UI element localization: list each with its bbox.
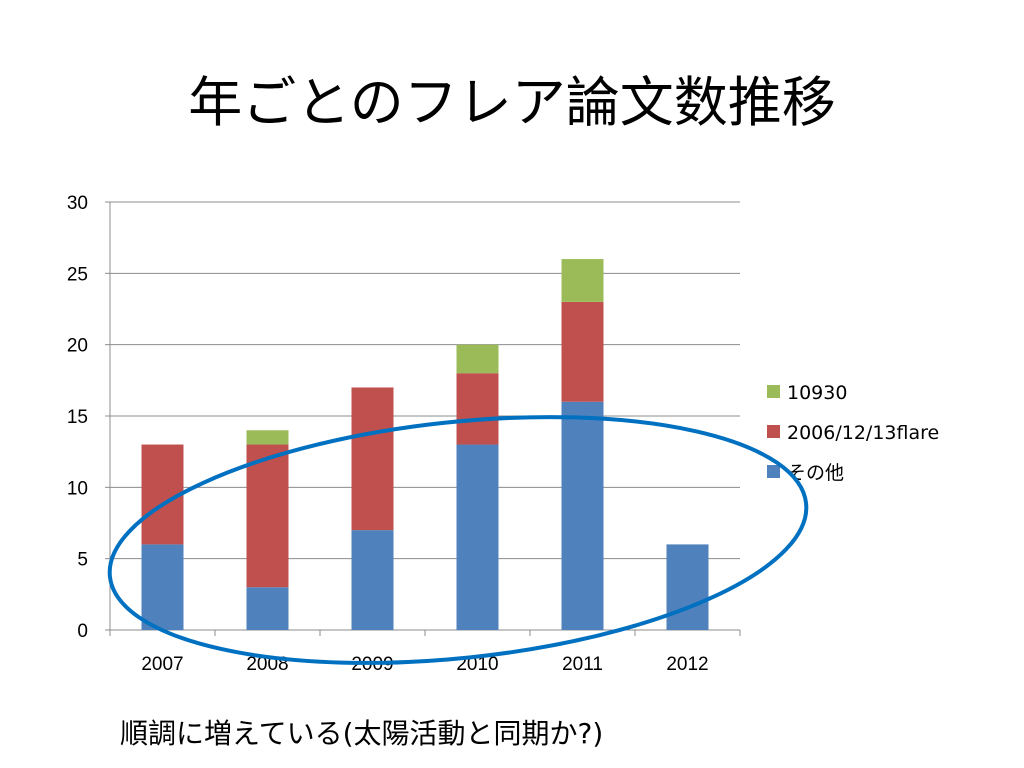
y-tick-label-20: 20 xyxy=(67,336,88,357)
slide-title: 年ごとのフレア論文数推移 xyxy=(188,71,836,134)
legend-label-1: 2006/12/13flare xyxy=(787,422,939,444)
legend-swatch-1 xyxy=(767,425,780,438)
bar-2007-series-0 xyxy=(141,544,184,630)
slide-caption: 順調に増えている(太陽活動と同期か?) xyxy=(120,717,604,750)
legend-label-0: 10930 xyxy=(787,382,847,404)
bar-2009-series-1 xyxy=(351,387,394,531)
bar-2011-series-1 xyxy=(561,301,604,402)
legend-swatch-2 xyxy=(767,465,780,478)
y-tick-label-10: 10 xyxy=(67,478,88,499)
bar-2008-series-1 xyxy=(246,444,289,588)
bar-2008-series-2 xyxy=(246,430,289,445)
y-tick-label-5: 5 xyxy=(77,550,88,571)
x-tick-label-2012: 2012 xyxy=(666,654,708,675)
bar-2010-series-0 xyxy=(456,444,499,630)
bar-2009-series-0 xyxy=(351,530,394,630)
y-tick-label-15: 15 xyxy=(67,407,88,428)
x-tick-label-2011: 2011 xyxy=(562,654,603,675)
bar-2008-series-0 xyxy=(246,587,289,630)
x-tick-label-2007: 2007 xyxy=(141,654,183,675)
bar-2012-series-0 xyxy=(666,544,709,630)
bar-2011-series-2 xyxy=(561,259,604,302)
y-tick-label-0: 0 xyxy=(77,621,88,642)
legend-swatch-0 xyxy=(767,385,780,398)
annotation-ellipse xyxy=(107,415,809,665)
bar-2010-series-1 xyxy=(456,373,499,445)
y-tick-label-25: 25 xyxy=(67,264,88,285)
legend-label-2: その他 xyxy=(787,462,844,484)
bar-2010-series-2 xyxy=(456,344,499,374)
y-tick-label-30: 30 xyxy=(67,193,88,214)
bar-2011-series-0 xyxy=(561,401,604,630)
